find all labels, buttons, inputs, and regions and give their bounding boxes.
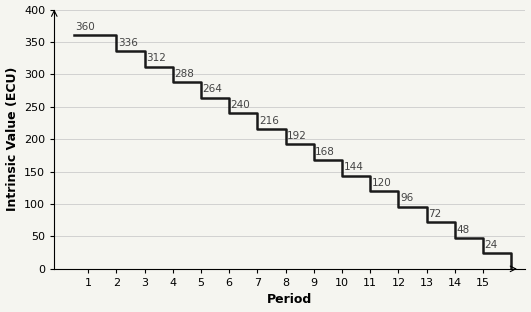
X-axis label: Period: Period: [267, 294, 312, 306]
Text: 192: 192: [287, 131, 307, 141]
Text: 48: 48: [456, 225, 469, 235]
Text: 360: 360: [75, 22, 95, 32]
Text: 264: 264: [202, 85, 222, 95]
Text: 24: 24: [484, 240, 498, 250]
Text: 72: 72: [428, 209, 441, 219]
Text: 288: 288: [174, 69, 194, 79]
Text: 120: 120: [372, 178, 391, 188]
Text: 168: 168: [315, 147, 335, 157]
Text: 216: 216: [259, 115, 279, 126]
Text: 144: 144: [344, 162, 363, 172]
Text: 312: 312: [146, 53, 166, 63]
Y-axis label: Intrinsic Value (ECU): Intrinsic Value (ECU): [5, 67, 19, 212]
Text: 336: 336: [118, 38, 138, 48]
Text: 96: 96: [400, 193, 413, 203]
Text: 240: 240: [230, 100, 250, 110]
